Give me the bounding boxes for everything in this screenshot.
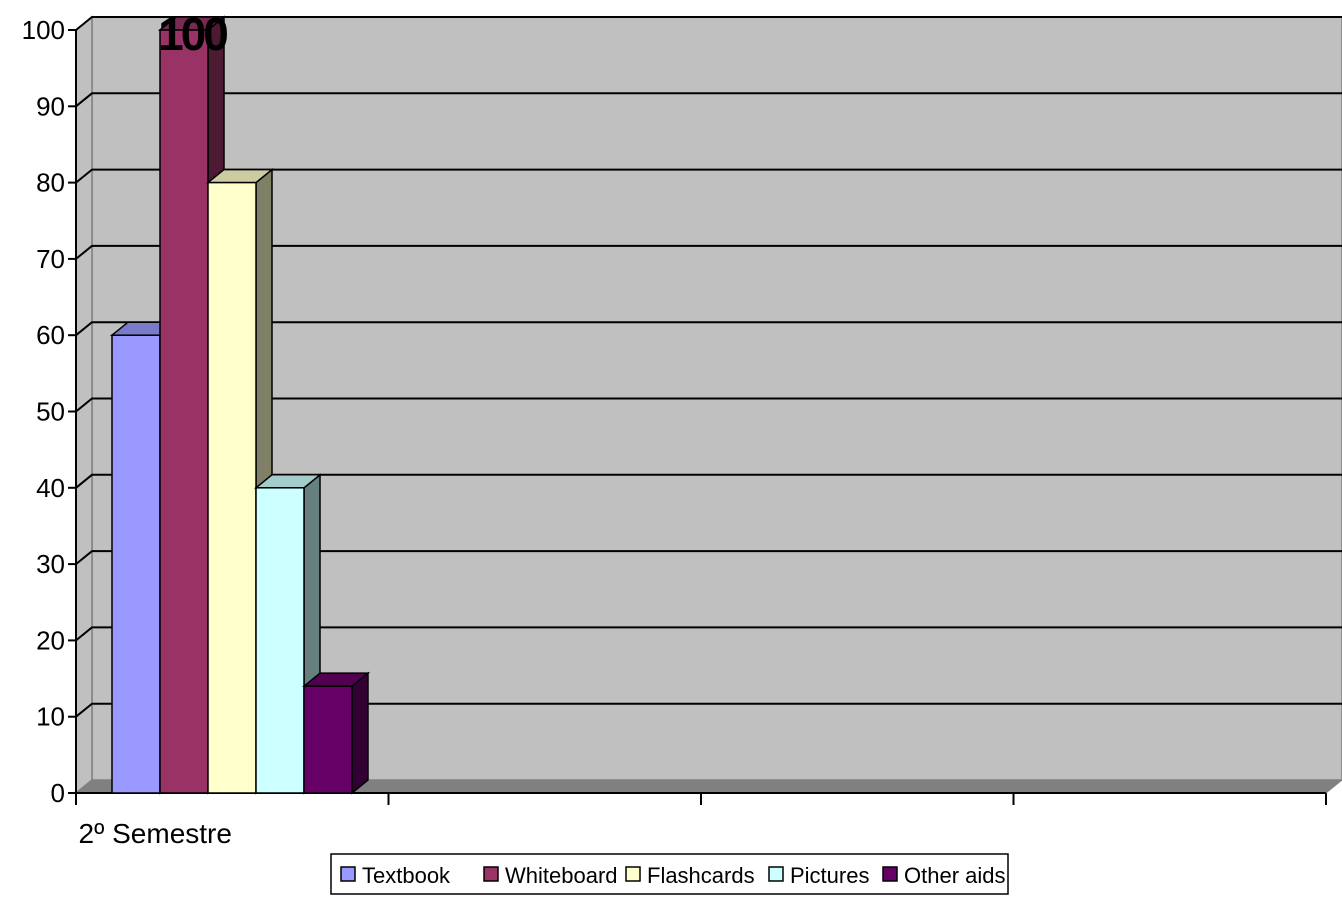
gridline	[75, 321, 1342, 336]
bar-front	[207, 181, 257, 794]
legend-label: Other aids	[904, 863, 1006, 888]
bar-front	[303, 685, 353, 794]
legend-label: Flashcards	[647, 863, 755, 888]
gridline	[75, 16, 1342, 31]
y-tick-label: 100	[22, 15, 65, 45]
legend-item: Flashcards	[625, 863, 755, 888]
bar-front	[255, 487, 305, 794]
legend-swatch	[483, 866, 499, 882]
gridline	[75, 92, 1342, 108]
gridline	[75, 550, 1342, 565]
legend-item: Textbook	[340, 863, 451, 888]
bar-side	[351, 671, 369, 795]
legend-label: Pictures	[790, 863, 869, 888]
legend-item: Other aids	[882, 863, 1006, 888]
legend-swatch	[340, 866, 356, 882]
y-tick-label: 40	[36, 473, 65, 503]
legend-box	[330, 853, 1009, 895]
y-tick-label: 20	[36, 625, 65, 655]
y-tick-label: 90	[36, 91, 65, 121]
x-category-label: 2º Semestre	[79, 818, 232, 849]
y-tick-label: 0	[51, 778, 65, 808]
y-tick-label: 60	[36, 320, 65, 350]
legend-label: Textbook	[362, 863, 451, 888]
gridline	[75, 244, 1342, 260]
gridline	[75, 168, 1342, 184]
y-tick-label: 50	[36, 397, 65, 427]
gridline	[75, 626, 1342, 642]
legend-swatch	[625, 866, 641, 882]
y-tick-label: 30	[36, 549, 65, 579]
legend-swatch	[882, 866, 898, 882]
bars	[109, 15, 371, 795]
bar-front	[111, 334, 161, 794]
legend-item: Pictures	[768, 863, 869, 888]
legend-swatch	[768, 866, 784, 882]
data-label-whiteboard: 100	[158, 8, 227, 60]
legend: Textbook Whiteboard Flashcards Pictures Othe…	[330, 853, 1009, 895]
gridline	[75, 397, 1342, 413]
gridline	[75, 702, 1342, 718]
y-tick-label: 10	[36, 702, 65, 732]
gridlines	[75, 16, 1342, 718]
legend-label: Whiteboard	[505, 863, 618, 888]
y-tick-label: 80	[36, 168, 65, 198]
data-labels: 100	[158, 8, 230, 60]
gridline	[75, 473, 1342, 489]
legend-item: Whiteboard	[483, 863, 618, 888]
bar-other-aids	[301, 671, 371, 795]
bar-front	[159, 29, 209, 794]
y-tick-label: 70	[36, 244, 65, 274]
